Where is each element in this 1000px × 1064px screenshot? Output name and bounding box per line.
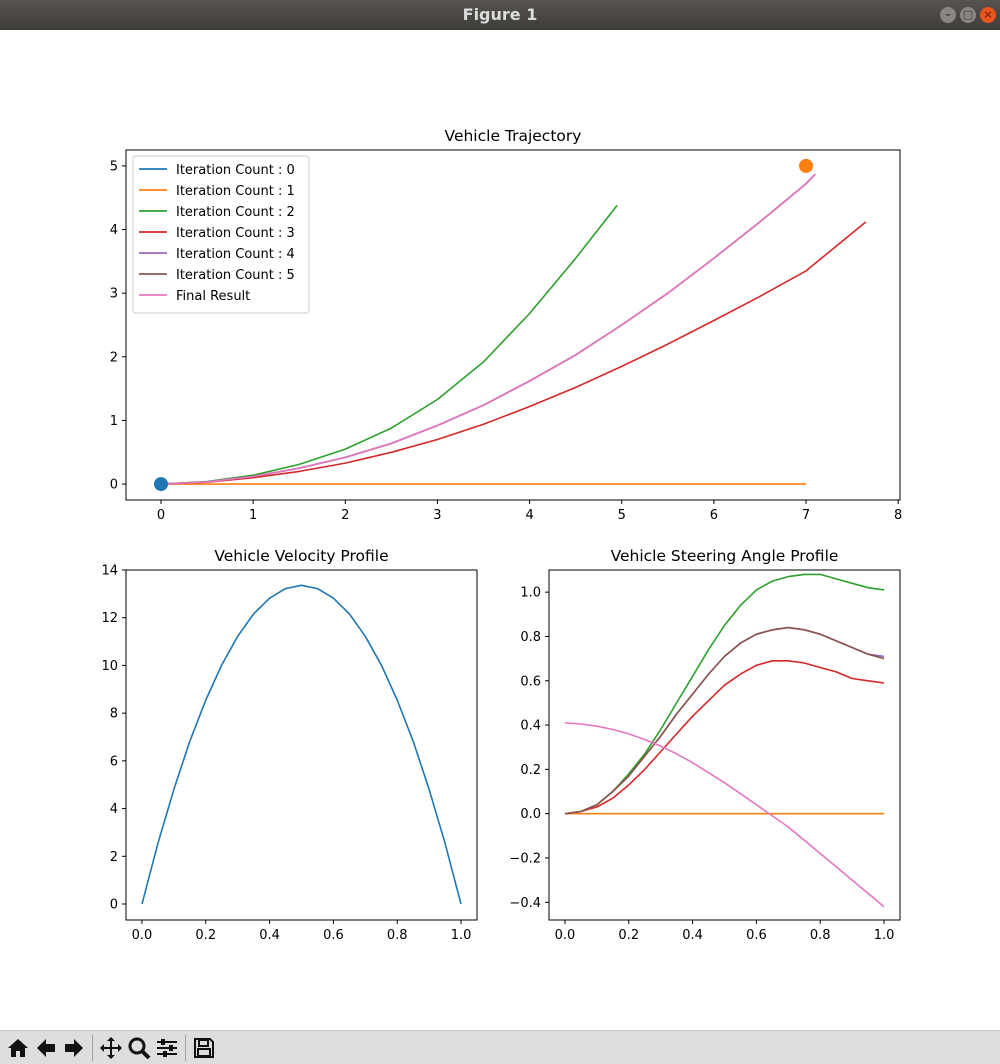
y-tick-label: 3 xyxy=(110,287,118,302)
y-tick-label: 8 xyxy=(110,707,118,722)
x-tick-label: 1.0 xyxy=(874,928,895,943)
y-tick-label: 14 xyxy=(101,564,118,579)
series-line xyxy=(564,659,885,815)
x-tick-label: 3 xyxy=(433,508,441,523)
series-line xyxy=(141,584,462,905)
y-tick-label: 1.0 xyxy=(520,586,541,601)
x-tick-label: 0 xyxy=(157,508,165,523)
x-tick-label: 0.6 xyxy=(746,928,767,943)
chart-title: Vehicle Velocity Profile xyxy=(214,547,388,565)
y-tick-label: 0 xyxy=(110,478,118,493)
x-tick-label: 1 xyxy=(249,508,257,523)
data-point-marker xyxy=(154,477,169,492)
x-tick-label: 0.2 xyxy=(618,928,639,943)
axes-frame xyxy=(125,149,901,501)
legend-label: Iteration Count : 2 xyxy=(176,205,295,220)
data-point-marker xyxy=(799,158,814,173)
x-tick-label: 6 xyxy=(710,508,718,523)
legend-label: Iteration Count : 1 xyxy=(176,184,295,199)
x-tick-label: 0.4 xyxy=(682,928,703,943)
series-line xyxy=(564,573,885,815)
series-line xyxy=(564,722,885,908)
x-tick-label: 0.8 xyxy=(387,928,408,943)
y-tick-label: 6 xyxy=(110,754,118,769)
y-tick-label: 12 xyxy=(101,611,118,626)
home-icon[interactable] xyxy=(4,1034,32,1062)
legend-label: Iteration Count : 3 xyxy=(176,226,295,241)
x-tick-label: 5 xyxy=(618,508,626,523)
y-tick-label: 0.2 xyxy=(520,763,541,778)
series-line xyxy=(160,173,816,485)
subplots-icon[interactable] xyxy=(153,1034,181,1062)
forward-arrow-icon[interactable] xyxy=(60,1034,88,1062)
x-tick-label: 4 xyxy=(525,508,533,523)
x-tick-label: 0.0 xyxy=(555,928,576,943)
y-tick-label: 2 xyxy=(110,350,118,365)
x-tick-label: 0.8 xyxy=(810,928,831,943)
y-tick-label: 4 xyxy=(110,802,118,817)
chart-title: Vehicle Trajectory xyxy=(445,127,582,145)
y-tick-label: −0.2 xyxy=(509,851,541,866)
y-tick-label: 0.6 xyxy=(520,674,541,689)
y-tick-label: 0.4 xyxy=(520,719,541,734)
zoom-icon[interactable] xyxy=(125,1034,153,1062)
y-tick-label: 4 xyxy=(110,223,118,238)
window-title: Figure 1 xyxy=(462,5,538,24)
series-line xyxy=(160,221,867,485)
y-tick-label: 0.0 xyxy=(520,807,541,822)
axes-frame xyxy=(125,569,478,921)
pan-icon[interactable] xyxy=(97,1034,125,1062)
y-tick-label: 10 xyxy=(101,659,118,674)
axes-frame xyxy=(548,569,901,921)
window-titlebar: Figure 1 – □ × xyxy=(0,0,1000,30)
save-icon[interactable] xyxy=(190,1034,218,1062)
x-tick-label: 8 xyxy=(894,508,902,523)
maximize-icon[interactable]: □ xyxy=(960,7,976,23)
y-tick-label: −0.4 xyxy=(509,896,541,911)
x-tick-label: 0.6 xyxy=(323,928,344,943)
x-tick-label: 0.2 xyxy=(195,928,216,943)
series-line xyxy=(160,204,618,485)
y-tick-label: 2 xyxy=(110,850,118,865)
y-tick-label: 0 xyxy=(110,898,118,913)
back-arrow-icon[interactable] xyxy=(32,1034,60,1062)
y-tick-label: 1 xyxy=(110,414,118,429)
x-tick-label: 7 xyxy=(802,508,810,523)
x-tick-label: 2 xyxy=(341,508,349,523)
series-line xyxy=(564,626,885,815)
legend-label: Iteration Count : 0 xyxy=(176,163,295,178)
legend-box xyxy=(132,155,310,314)
chart-title: Vehicle Steering Angle Profile xyxy=(611,547,839,565)
navigation-toolbar xyxy=(0,1030,1000,1064)
y-tick-label: 5 xyxy=(110,159,118,174)
toolbar-separator xyxy=(92,1034,93,1061)
legend-label: Final Result xyxy=(176,289,250,304)
x-tick-label: 0.0 xyxy=(132,928,153,943)
x-tick-label: 1.0 xyxy=(451,928,472,943)
y-tick-label: 0.8 xyxy=(520,630,541,645)
minimize-icon[interactable]: – xyxy=(940,7,956,23)
close-icon[interactable]: × xyxy=(980,7,996,23)
toolbar-separator xyxy=(185,1034,186,1061)
window-controls: – □ × xyxy=(940,7,996,23)
x-tick-label: 0.4 xyxy=(259,928,280,943)
legend-label: Iteration Count : 5 xyxy=(176,268,295,283)
legend-label: Iteration Count : 4 xyxy=(176,247,295,262)
